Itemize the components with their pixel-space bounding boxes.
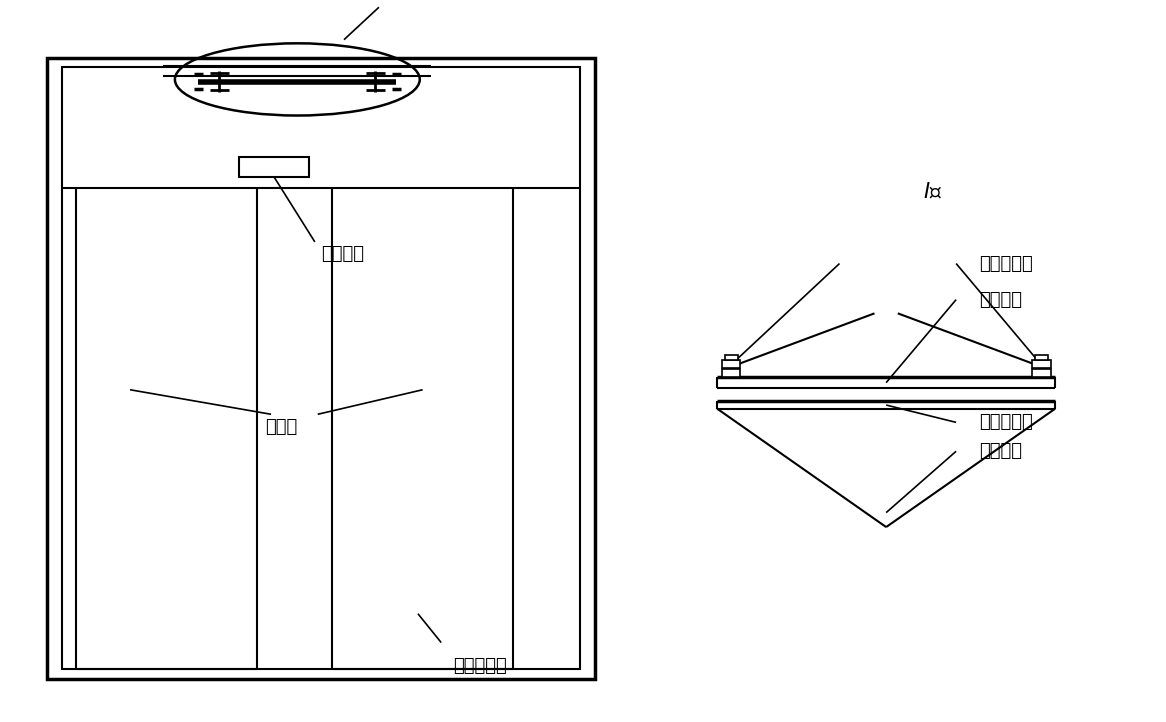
Text: 集装箱舱体: 集装箱舱体 xyxy=(452,657,506,675)
Bar xyxy=(47,58,595,679)
Bar xyxy=(724,355,738,360)
Text: 电池架: 电池架 xyxy=(265,418,297,436)
Bar xyxy=(722,369,740,377)
Bar xyxy=(62,67,580,669)
Text: 瓷质绝缘子: 瓷质绝缘子 xyxy=(979,255,1033,272)
Bar xyxy=(1032,360,1051,367)
Text: 固定螺栓: 固定螺栓 xyxy=(979,443,1023,460)
Bar xyxy=(1034,355,1048,360)
Text: 环氧树脂板: 环氧树脂板 xyxy=(979,414,1033,431)
Bar xyxy=(722,360,740,367)
Text: 电缆槽盒: 电缆槽盒 xyxy=(321,245,364,264)
Text: $I$: $I$ xyxy=(408,0,416,4)
Bar xyxy=(1032,369,1051,377)
Text: $I$向: $I$向 xyxy=(923,182,942,202)
Text: 铜母线排: 铜母线排 xyxy=(979,291,1023,308)
Bar xyxy=(239,157,309,177)
